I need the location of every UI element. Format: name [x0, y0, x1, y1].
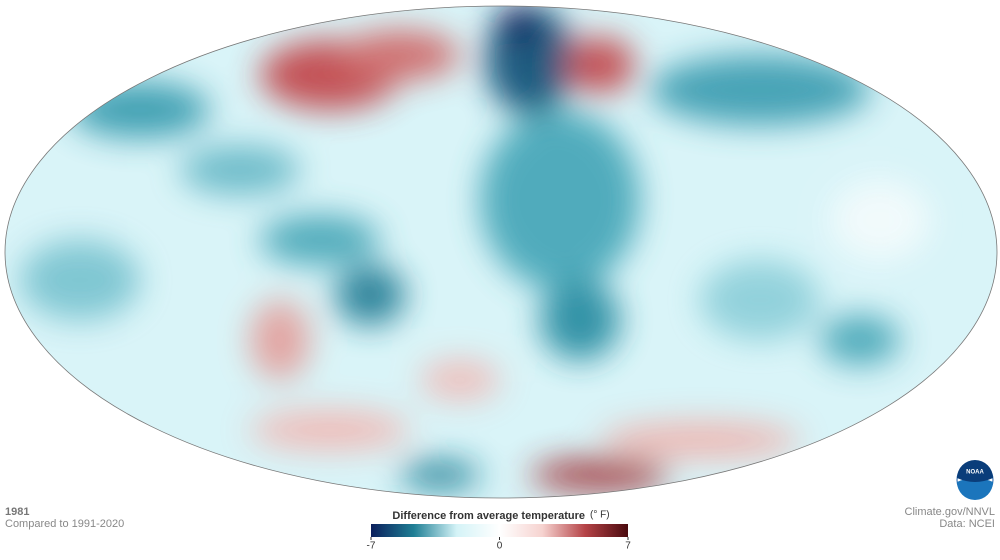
source-credit: Climate.gov/NNVL	[905, 506, 995, 518]
data-credit: Data: NCEI	[939, 518, 995, 530]
tick-label: -7	[367, 541, 376, 552]
legend-unit: (° F)	[590, 510, 610, 521]
color-bar	[371, 524, 628, 537]
year-label: 1981	[5, 506, 29, 518]
tick-label: 7	[625, 541, 631, 552]
anomaly-map	[5, 6, 997, 498]
globe-outline	[4, 5, 998, 499]
comparison-label: Compared to 1991-2020	[5, 518, 124, 530]
logo-text: NOAA	[966, 470, 984, 476]
tick-label: 0	[497, 541, 503, 552]
legend-title: Difference from average temperature	[392, 510, 585, 522]
noaa-logo: NOAA	[956, 460, 994, 500]
